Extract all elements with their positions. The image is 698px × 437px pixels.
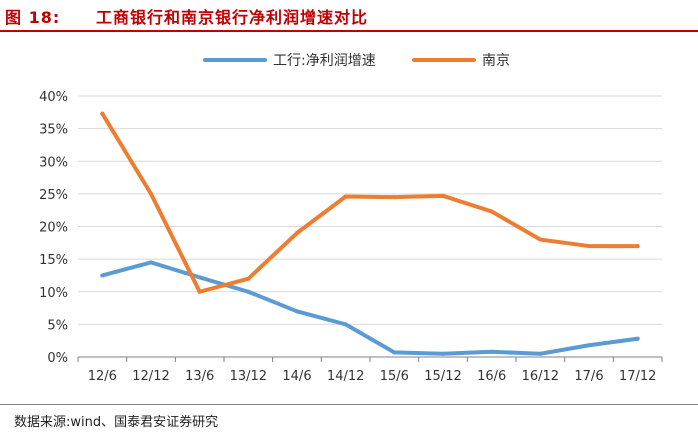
data-point-0 (635, 336, 640, 341)
data-point-1 (635, 244, 640, 249)
series-line-1 (100, 111, 640, 294)
y-tick-label: 30% (39, 155, 68, 170)
data-point-0 (100, 273, 105, 278)
x-tick-label: 17/6 (574, 369, 603, 384)
data-point-1 (392, 195, 397, 200)
y-tick-label: 15% (39, 253, 68, 268)
legend-label: 南京 (482, 53, 510, 69)
series-line-0 (100, 260, 640, 356)
data-point-0 (149, 260, 153, 265)
x-tick-label: 12/12 (132, 369, 169, 384)
data-point-0 (392, 350, 397, 355)
figure-header: 图 18: 工商银行和南京银行净利润增速对比 (0, 0, 698, 32)
x-tick-label: 12/6 (88, 369, 117, 384)
data-point-1 (441, 193, 445, 198)
data-point-1 (100, 111, 105, 116)
data-point-1 (149, 191, 153, 196)
data-point-0 (246, 289, 251, 294)
chart-area: 0% 5% 10% 15% 20% 25% 30% 35% 40% 12/6 12/12 13/6 13… (0, 32, 698, 402)
data-point-1 (197, 289, 202, 294)
y-tick-label: 0% (47, 351, 68, 366)
data-point-1 (246, 276, 251, 281)
x-tick-label: 16/12 (522, 369, 559, 384)
y-tick-label: 35% (39, 123, 68, 138)
y-tick-label: 5% (47, 318, 68, 333)
figure-title: 工商银行和南京银行净利润增速对比 (96, 8, 369, 27)
data-point-0 (343, 322, 348, 327)
legend-label: 工行:净利润增速 (273, 53, 376, 69)
data-point-0 (441, 351, 445, 356)
data-point-1 (295, 231, 299, 236)
x-tick-label: 14/12 (327, 369, 364, 384)
data-point-0 (587, 343, 591, 348)
data-point-0 (489, 349, 494, 354)
data-point-0 (538, 351, 543, 356)
data-point-1 (489, 209, 494, 214)
x-tick-label: 16/6 (477, 369, 506, 384)
data-point-1 (343, 194, 348, 199)
line-chart: 0% 5% 10% 15% 20% 25% 30% 35% 40% 12/6 12/12 13/6 13… (39, 53, 663, 384)
figure-label: 图 18: (5, 8, 61, 27)
x-tick-label: 15/12 (424, 369, 461, 384)
data-point-1 (538, 237, 543, 242)
data-point-1 (587, 244, 591, 249)
x-tick-label: 15/6 (380, 369, 409, 384)
data-point-0 (197, 275, 202, 280)
x-tick-label: 13/6 (185, 369, 214, 384)
x-tick-label: 14/6 (282, 369, 311, 384)
y-tick-label: 25% (39, 188, 68, 203)
footer-divider (0, 404, 698, 405)
x-tick-label: 13/12 (230, 369, 267, 384)
data-point-0 (295, 309, 299, 314)
data-source: 数据来源:wind、国泰君安证券研究 (14, 415, 219, 430)
x-tick-label: 17/12 (619, 369, 656, 384)
y-tick-label: 10% (39, 286, 68, 301)
y-tick-label: 40% (39, 90, 68, 105)
y-tick-label: 20% (39, 221, 68, 236)
